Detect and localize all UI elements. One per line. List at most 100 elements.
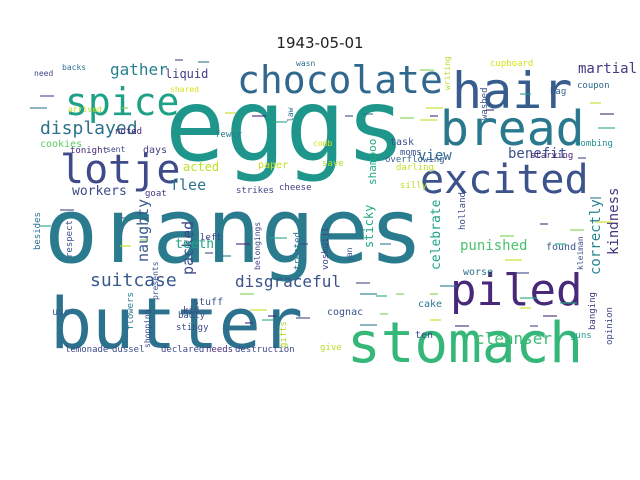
cloud-word-sticky: sticky — [362, 205, 376, 248]
filler-word-mark — [530, 325, 538, 327]
cloud-word-presents: presents — [151, 261, 160, 300]
cloud-word-shared: shared — [170, 85, 199, 94]
filler-word-mark — [430, 293, 438, 295]
cloud-word-gather: gather — [110, 60, 168, 79]
filler-word-mark — [250, 309, 267, 311]
filler-word-mark — [356, 282, 370, 284]
filler-word-mark — [540, 223, 548, 225]
filler-word-mark — [505, 259, 522, 261]
cloud-word-wasn: wasn — [296, 59, 315, 68]
filler-word-mark — [270, 237, 287, 239]
cloud-word-sent: sent — [106, 145, 125, 154]
cloud-word-washed: washed — [480, 87, 490, 120]
filler-word-mark — [440, 285, 457, 287]
filler-word-mark — [420, 119, 437, 121]
cloud-word-besides: besides — [33, 212, 43, 250]
filler-word-mark — [380, 243, 391, 245]
cloud-word-days: days — [143, 145, 167, 156]
cloud-word-stuff: stuff — [193, 297, 223, 308]
cloud-word-overflowing: overflowing — [385, 155, 445, 165]
cloud-word-combing: combing — [575, 139, 613, 149]
cloud-word-law: law — [286, 107, 295, 122]
cloud-word-opinion: opinion — [605, 307, 615, 345]
filler-word-mark — [596, 221, 613, 223]
cloud-word-acted: acted — [183, 160, 219, 174]
filler-word-mark — [252, 115, 266, 117]
filler-word-mark — [40, 225, 51, 227]
cloud-word-starving: starving — [530, 151, 573, 161]
filler-word-mark — [175, 59, 183, 61]
cloud-word-holland: holland — [458, 192, 468, 230]
filler-word-mark — [270, 121, 287, 123]
filler-word-mark — [198, 61, 209, 63]
cloud-word-teeth: teeth — [175, 237, 214, 252]
cloud-word-respect: respect — [65, 220, 75, 258]
cloud-word-left: left — [200, 233, 222, 243]
filler-word-mark — [600, 113, 614, 115]
cloud-word-moms: moms — [400, 148, 422, 158]
cloud-word-view: view — [418, 148, 452, 164]
filler-word-mark — [430, 115, 438, 117]
cloud-word-chocolate: chocolate — [237, 58, 443, 102]
cloud-word-guns: guns — [570, 331, 592, 341]
cloud-word-cookies: cookies — [40, 139, 82, 150]
filler-word-mark — [40, 95, 54, 97]
filler-word-mark — [236, 243, 250, 245]
cloud-word-kleiman: kleiman — [576, 236, 585, 270]
filler-word-mark — [400, 117, 414, 119]
filler-word-mark — [120, 217, 137, 219]
cloud-word-stingy: stingy — [176, 323, 209, 333]
cloud-word-darling: darling — [396, 163, 434, 173]
cloud-word-need: need — [34, 69, 53, 78]
filler-word-mark — [360, 324, 377, 326]
cloud-word-oranges: oranges — [44, 179, 423, 284]
cloud-word-jan: jan — [345, 247, 354, 262]
cloud-word-belongings: belongings — [253, 222, 262, 270]
cloud-word-gifts: gifts — [279, 321, 289, 348]
cloud-word-comb: comb — [313, 139, 332, 148]
cloud-word-martial: martial — [578, 61, 637, 77]
filler-word-mark — [570, 229, 584, 231]
filler-word-mark — [140, 239, 148, 241]
cloud-word-shopping: shopping — [143, 309, 152, 348]
filler-word-mark — [205, 252, 213, 254]
cloud-word-flee: flee — [170, 176, 206, 194]
filler-word-mark — [220, 255, 231, 257]
cloud-word-coupon: coupon — [577, 81, 610, 91]
cloud-word-needs: needs — [206, 345, 233, 355]
filler-word-mark — [225, 112, 236, 114]
cloud-word-tonight: tonight — [70, 146, 108, 156]
filler-word-mark — [560, 302, 577, 304]
filler-word-mark — [268, 315, 276, 317]
cloud-word-disgraceful: disgraceful — [235, 272, 341, 291]
cloud-word-cake: cake — [418, 299, 442, 310]
cloud-word-lemonade: lemonade — [65, 345, 108, 355]
filler-word-mark — [555, 243, 566, 245]
filler-word-mark — [120, 107, 128, 109]
filler-word-mark — [245, 322, 253, 324]
filler-word-mark — [396, 293, 404, 295]
cloud-word-benefit: benefit — [508, 146, 567, 162]
cloud-word-task: task — [390, 137, 414, 148]
cloud-word-cheese: cheese — [279, 183, 312, 193]
cloud-word-fewer: fewer — [215, 130, 243, 140]
filler-word-mark — [60, 209, 74, 211]
cloud-word-noted: noted — [115, 127, 142, 137]
cloud-word-bread: bread — [440, 101, 585, 157]
cloud-word-arrived: arrived — [68, 105, 102, 114]
cloud-word-writing: writing — [443, 56, 452, 90]
filler-word-mark — [520, 93, 531, 95]
cloud-word-cognac: cognac — [327, 307, 363, 318]
cloud-word-stomach: stomach — [347, 311, 583, 376]
cloud-word-cleanser: cleanser — [475, 329, 552, 348]
cloud-word-kindness: kindness — [606, 188, 622, 255]
filler-word-mark — [426, 107, 443, 109]
filler-word-mark — [345, 115, 353, 117]
cloud-word-declared: declared — [161, 345, 204, 355]
cloud-word-treated: treated — [293, 232, 303, 270]
filler-word-mark — [520, 297, 537, 299]
cloud-word-give: give — [320, 343, 342, 353]
cloud-word-silly: silly — [400, 181, 428, 191]
filler-word-mark — [30, 107, 47, 109]
